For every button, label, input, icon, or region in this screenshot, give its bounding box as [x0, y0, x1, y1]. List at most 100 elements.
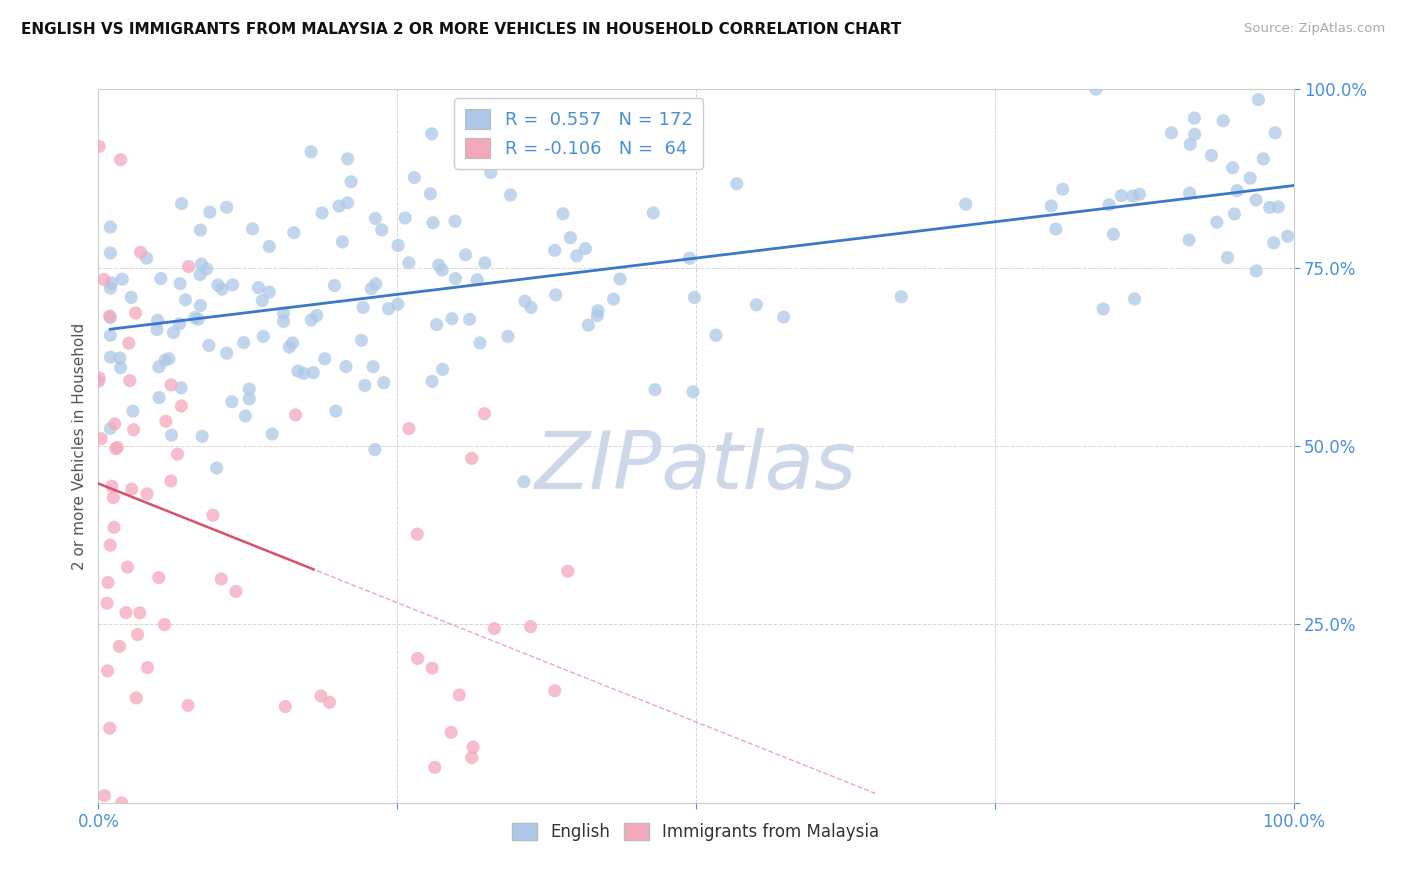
Point [247, 280, 270, 294]
Point [398, 256, 420, 270]
Point [128, 606, 150, 620]
Point [93, 789, 115, 803]
Point [104, 442, 127, 456]
Point [188, 268, 211, 282]
Point [544, 288, 567, 302]
Point [1239, 171, 1261, 186]
Point [198, 205, 221, 219]
Point [576, 318, 599, 332]
Point [122, 423, 145, 437]
Point [449, 688, 471, 702]
Point [423, 760, 446, 774]
Point [146, 313, 169, 327]
Point [1098, 197, 1121, 211]
Point [201, 508, 224, 523]
Point [148, 391, 170, 405]
Point [364, 277, 387, 291]
Point [336, 152, 359, 166]
Point [98, 281, 122, 295]
Point [544, 683, 567, 698]
Point [544, 244, 567, 258]
Point [187, 312, 209, 326]
Point [519, 619, 541, 633]
Point [160, 428, 183, 442]
Point [328, 199, 350, 213]
Point [564, 113, 586, 128]
Point [602, 292, 624, 306]
Point [98, 721, 121, 735]
Point [207, 278, 229, 293]
Point [274, 699, 297, 714]
Point [104, 417, 127, 431]
Point [370, 223, 392, 237]
Point [135, 251, 157, 265]
Point [98, 328, 122, 343]
Point [1182, 111, 1205, 125]
Point [1180, 137, 1202, 152]
Point [118, 374, 141, 388]
Point [148, 359, 170, 374]
Point [121, 482, 143, 496]
Point [440, 725, 463, 739]
Point [643, 206, 665, 220]
Point [190, 299, 212, 313]
Point [683, 290, 706, 304]
Point [353, 378, 375, 392]
Point [93, 272, 115, 286]
Point [1201, 148, 1223, 162]
Point [394, 211, 416, 225]
Point [1102, 227, 1125, 242]
Point [89, 139, 111, 153]
Point [155, 414, 177, 428]
Point [444, 271, 467, 285]
Point [97, 664, 120, 678]
Point [513, 475, 536, 489]
Point [160, 474, 183, 488]
Point [479, 166, 502, 180]
Point [309, 689, 332, 703]
Legend: English, Immigrants from Malaysia: English, Immigrants from Malaysia [506, 816, 886, 848]
Point [340, 175, 363, 189]
Point [117, 560, 139, 574]
Point [160, 378, 183, 392]
Point [1216, 251, 1239, 265]
Point [148, 571, 170, 585]
Point [98, 310, 122, 325]
Point [318, 695, 340, 709]
Point [1040, 199, 1063, 213]
Point [170, 381, 193, 395]
Point [97, 575, 120, 590]
Point [124, 306, 146, 320]
Point [198, 338, 221, 352]
Point [242, 222, 264, 236]
Point [184, 310, 207, 325]
Point [108, 640, 131, 654]
Text: Source: ZipAtlas.com: Source: ZipAtlas.com [1244, 22, 1385, 36]
Point [499, 188, 522, 202]
Point [1226, 184, 1249, 198]
Point [1222, 161, 1244, 175]
Point [1178, 186, 1201, 200]
Point [890, 290, 912, 304]
Point [1052, 182, 1074, 196]
Point [136, 487, 159, 501]
Point [387, 297, 409, 311]
Point [273, 314, 295, 328]
Point [103, 520, 125, 534]
Point [169, 277, 191, 291]
Point [1258, 201, 1281, 215]
Point [98, 309, 121, 323]
Point [108, 351, 131, 365]
Point [221, 394, 243, 409]
Point [461, 750, 484, 764]
Point [336, 195, 359, 210]
Point [195, 261, 218, 276]
Point [278, 340, 301, 354]
Point [125, 690, 148, 705]
Point [440, 311, 463, 326]
Point [551, 207, 574, 221]
Point [406, 651, 429, 665]
Point [557, 564, 579, 578]
Point [90, 432, 112, 446]
Point [215, 200, 238, 214]
